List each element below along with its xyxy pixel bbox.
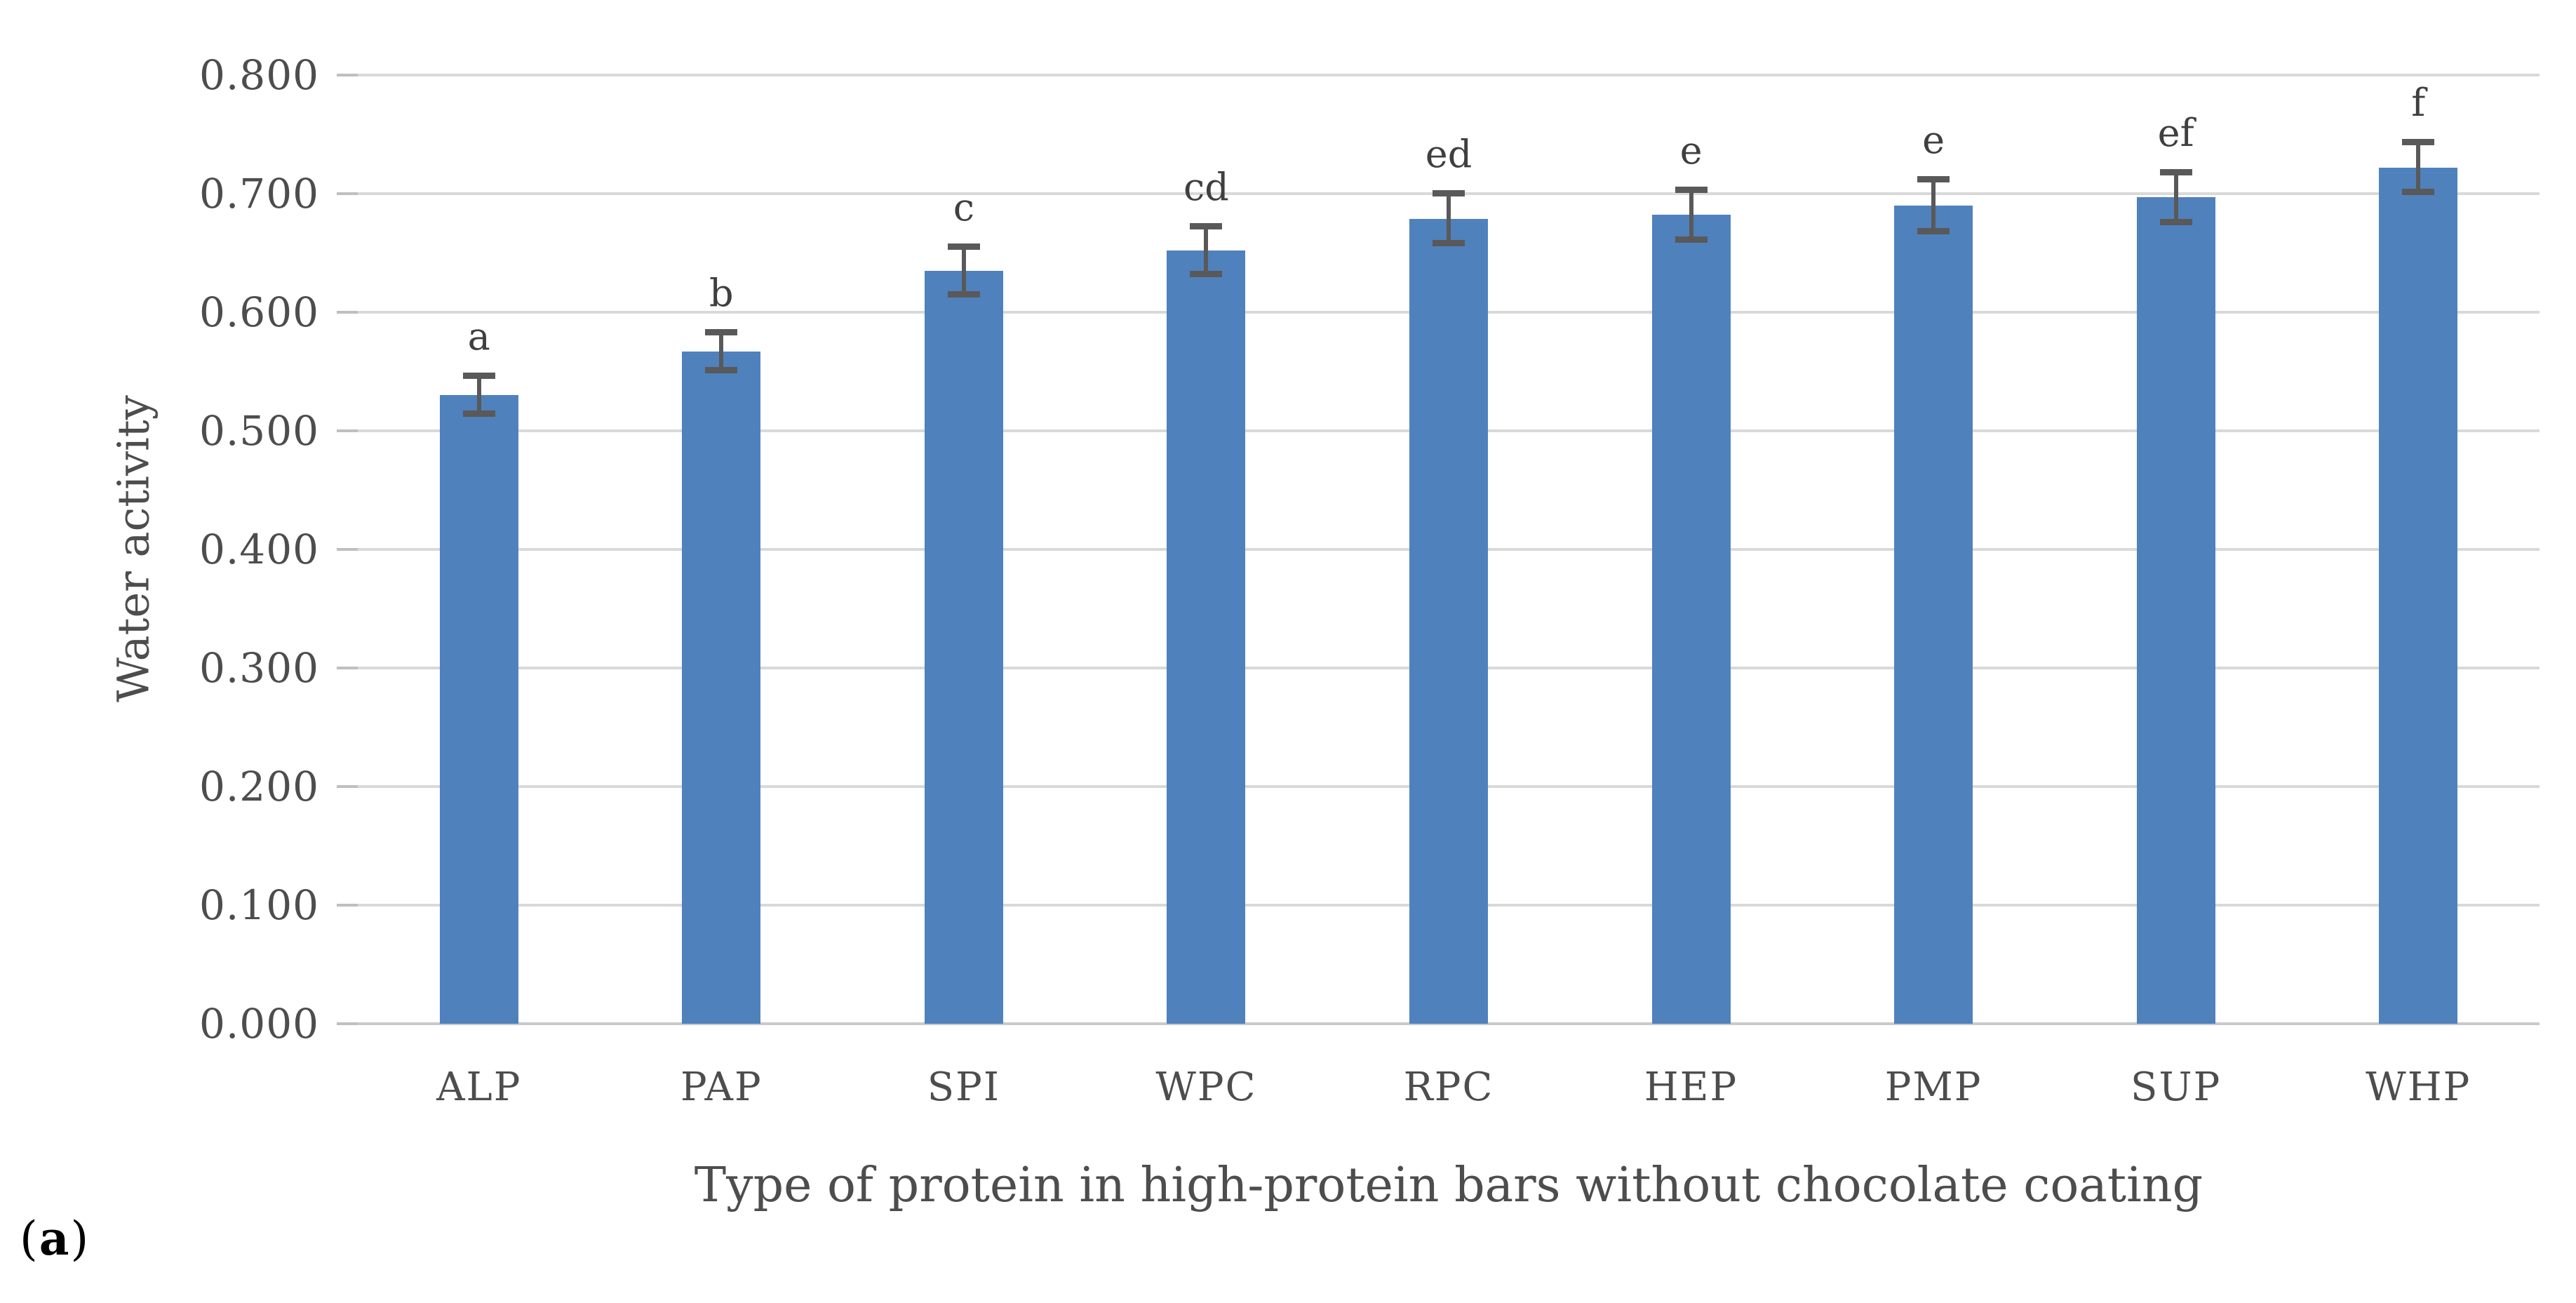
- x-axis-title: Type of protein in high-protein bars wit…: [694, 1158, 2203, 1213]
- bar-WHP: [2379, 167, 2458, 1024]
- bar-WPC: [1167, 250, 1246, 1024]
- bar-RPC: [1409, 218, 1488, 1024]
- error-bar-stem-WPC: [1204, 227, 1209, 274]
- x-category-label-WHP: WHP: [2366, 1064, 2471, 1110]
- error-bar-bottom-cap-SUP: [2159, 218, 2192, 225]
- y-tick-label-0.100: 0.100: [199, 881, 319, 929]
- bar-PAP: [682, 351, 761, 1024]
- error-bar-top-cap-WPC: [1190, 223, 1223, 230]
- error-bar-bottom-cap-SPI: [947, 290, 980, 298]
- error-bar-stem-SPI: [961, 247, 966, 295]
- error-bar-top-cap-RPC: [1433, 190, 1465, 196]
- error-bar-stem-PAP: [719, 332, 724, 370]
- x-category-label-PMP: PMP: [1884, 1064, 1983, 1110]
- gridline-0.800: [358, 74, 2540, 76]
- y-axis-tick-0.600: [337, 311, 358, 314]
- y-axis-tick-0.700: [337, 192, 358, 195]
- bar-PMP: [1894, 205, 1973, 1024]
- error-bar-stem-HEP: [1689, 189, 1693, 240]
- significance-letter-PMP: e: [1922, 117, 1945, 162]
- bar-SUP: [2136, 197, 2215, 1024]
- error-bar-stem-ALP: [476, 376, 481, 415]
- bar-HEP: [1651, 215, 1731, 1024]
- bar-SPI: [924, 270, 1003, 1024]
- error-bar-bottom-cap-PMP: [1917, 228, 1950, 235]
- panel-label-letter: a: [39, 1211, 71, 1266]
- x-category-label-WPC: WPC: [1155, 1064, 1257, 1110]
- error-bar-bottom-cap-ALP: [462, 410, 495, 417]
- y-axis-tick-0.500: [337, 429, 358, 432]
- y-tick-label-0.600: 0.600: [199, 288, 319, 336]
- significance-letter-HEP: e: [1679, 128, 1703, 173]
- y-axis-tick-0.800: [337, 74, 358, 76]
- bar-ALP: [439, 395, 518, 1024]
- error-bar-bottom-cap-PAP: [705, 366, 738, 373]
- x-category-label-HEP: HEP: [1644, 1064, 1738, 1110]
- error-bar-stem-WHP: [2416, 142, 2421, 193]
- y-tick-label-0.300: 0.300: [199, 644, 319, 692]
- y-axis-tick-0.200: [337, 785, 358, 788]
- panel-label-close-paren: ): [70, 1212, 90, 1266]
- y-tick-label-0.800: 0.800: [199, 51, 319, 99]
- significance-letter-SUP: ef: [2157, 110, 2194, 155]
- error-bar-bottom-cap-RPC: [1433, 239, 1465, 246]
- significance-letter-WHP: f: [2411, 81, 2426, 126]
- panel-label-open-paren: (: [20, 1212, 39, 1266]
- x-category-label-ALP: ALP: [436, 1064, 522, 1110]
- x-category-label-SUP: SUP: [2131, 1064, 2222, 1110]
- plot-area: a b c cd ed e e ef f: [337, 74, 2540, 1025]
- y-tick-label-0.200: 0.200: [199, 763, 319, 810]
- y-axis-tick-0.100: [337, 904, 358, 907]
- y-axis-tick-0.300: [337, 667, 358, 669]
- y-tick-label-0.000: 0.000: [199, 1000, 319, 1048]
- error-bar-stem-RPC: [1447, 194, 1451, 243]
- error-bar-top-cap-WHP: [2402, 139, 2435, 146]
- significance-letter-ALP: a: [467, 314, 490, 359]
- error-bar-top-cap-ALP: [462, 373, 495, 380]
- y-axis-tick-0.000: [337, 1022, 358, 1025]
- significance-letter-RPC: ed: [1425, 132, 1473, 176]
- y-tick-label-0.400: 0.400: [199, 526, 319, 573]
- gridline-0.000: [358, 1022, 2540, 1025]
- panel-label: (a): [20, 1211, 90, 1266]
- significance-letter-WPC: cd: [1183, 165, 1229, 210]
- error-bar-bottom-cap-WHP: [2402, 189, 2435, 196]
- x-category-label-SPI: SPI: [927, 1064, 1000, 1110]
- error-bar-top-cap-SPI: [947, 243, 980, 250]
- x-category-label-PAP: PAP: [680, 1064, 763, 1110]
- error-bar-bottom-cap-WPC: [1190, 270, 1223, 277]
- error-bar-bottom-cap-HEP: [1675, 236, 1708, 243]
- error-bar-top-cap-PAP: [705, 328, 738, 335]
- significance-letter-PAP: b: [709, 270, 734, 315]
- error-bar-top-cap-SUP: [2159, 168, 2192, 175]
- y-tick-label-0.500: 0.500: [199, 407, 319, 455]
- y-tick-label-0.700: 0.700: [199, 170, 319, 218]
- error-bar-stem-SUP: [2173, 172, 2178, 222]
- y-axis-tick-0.400: [337, 548, 358, 551]
- error-bar-top-cap-PMP: [1917, 175, 1950, 182]
- x-category-label-RPC: RPC: [1403, 1064, 1494, 1110]
- error-bar-top-cap-HEP: [1675, 186, 1708, 193]
- significance-letter-SPI: c: [953, 185, 974, 230]
- error-bar-stem-PMP: [1931, 179, 1936, 232]
